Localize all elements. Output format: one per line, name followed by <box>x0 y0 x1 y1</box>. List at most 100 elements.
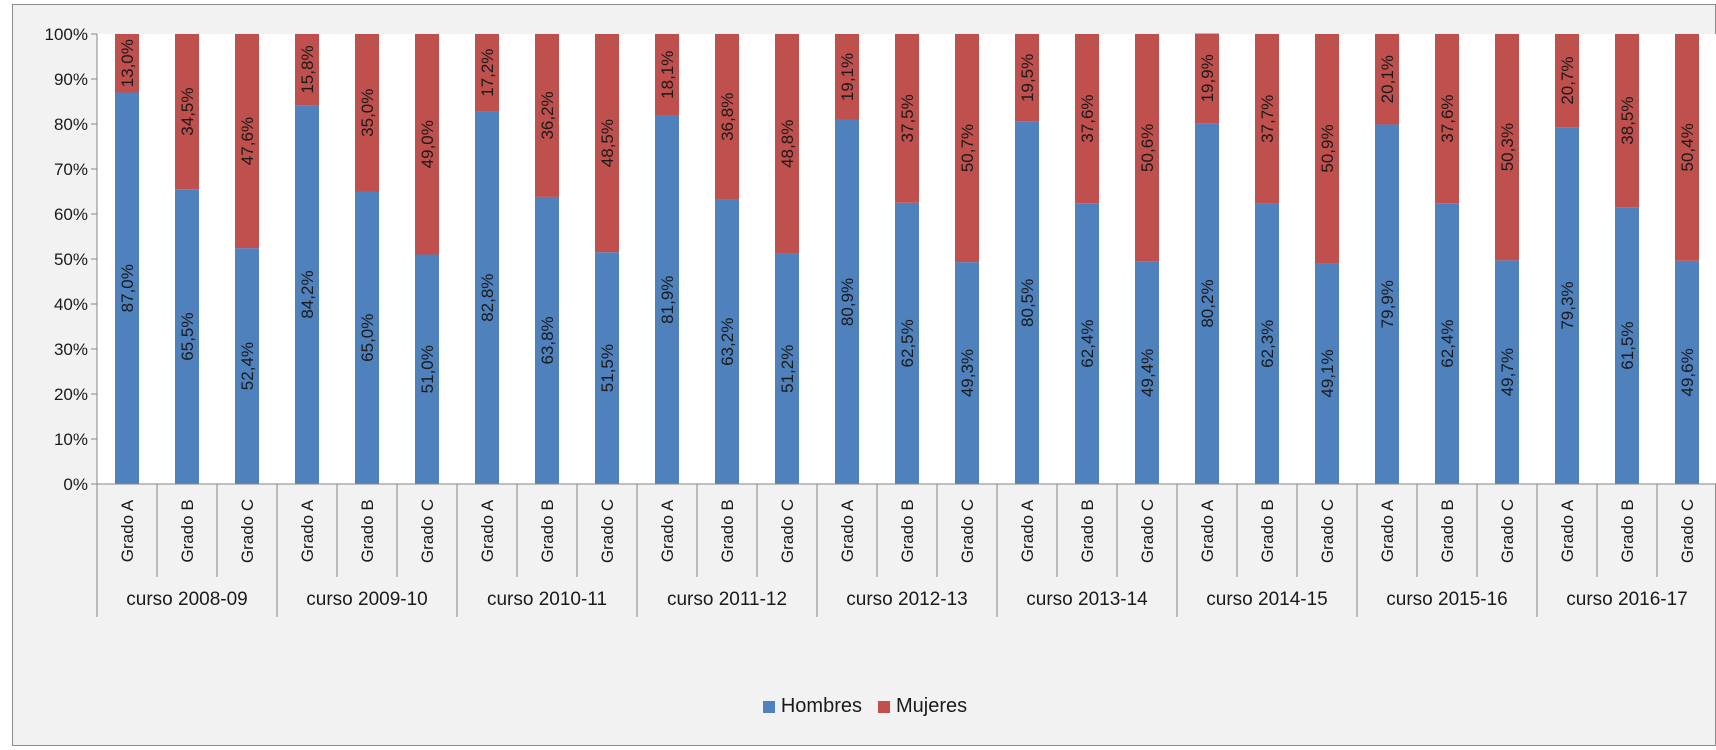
data-label-hombres: 79,3% <box>1558 281 1577 329</box>
y-tick-label: 80% <box>54 115 88 134</box>
bar-hombres <box>1375 124 1399 484</box>
data-label-mujeres: 50,6% <box>1138 124 1157 172</box>
data-label-hombres: 87,0% <box>118 264 137 312</box>
data-label-mujeres: 38,5% <box>1618 97 1637 145</box>
bar-hombres <box>1315 263 1339 484</box>
data-label-hombres: 82,8% <box>478 274 497 322</box>
x-group-label: curso 2013-14 <box>1026 589 1148 610</box>
x-category-label: Grado B <box>178 499 197 562</box>
bar-mujeres <box>1435 34 1459 204</box>
bar-mujeres <box>415 34 439 255</box>
legend-swatch-mujeres <box>878 700 890 713</box>
data-label-hombres: 62,3% <box>1258 320 1277 368</box>
data-label-hombres: 62,4% <box>1438 319 1457 367</box>
x-category-label: Grado B <box>718 499 737 562</box>
bar-hombres <box>1255 203 1279 484</box>
x-category-label: Grado B <box>1078 499 1097 562</box>
data-label-hombres: 79,9% <box>1378 280 1397 328</box>
data-label-mujeres: 20,1% <box>1378 55 1397 103</box>
x-category-label: Grado B <box>1258 499 1277 562</box>
x-category-label: Grado B <box>1618 499 1637 562</box>
bar-hombres <box>955 262 979 484</box>
bar-mujeres <box>1675 34 1699 261</box>
data-label-mujeres: 18,1% <box>658 51 677 99</box>
bar-hombres <box>655 115 679 484</box>
bar-mujeres <box>955 34 979 263</box>
bar-hombres <box>835 119 859 484</box>
bar-hombres <box>535 196 559 484</box>
bar-mujeres <box>1495 34 1519 261</box>
data-label-hombres: 81,9% <box>658 276 677 324</box>
x-category-label: Grado C <box>598 499 617 563</box>
x-group-label: curso 2010-11 <box>487 589 607 610</box>
data-label-mujeres: 50,9% <box>1318 124 1337 172</box>
data-label-hombres: 62,4% <box>1078 319 1097 367</box>
x-category-label: Grado B <box>538 499 557 562</box>
data-label-hombres: 84,2% <box>298 270 317 318</box>
bar-mujeres <box>475 34 499 112</box>
y-tick-label: 70% <box>54 160 88 179</box>
data-label-hombres: 49,4% <box>1138 349 1157 397</box>
bar-mujeres <box>1255 34 1279 204</box>
bar-mujeres <box>175 34 199 190</box>
x-category-label: Grado C <box>1138 499 1157 563</box>
data-label-hombres: 61,5% <box>1618 322 1637 370</box>
data-label-mujeres: 37,6% <box>1078 94 1097 142</box>
legend-item-hombres: Hombres <box>762 695 862 718</box>
bar-hombres <box>235 248 259 484</box>
x-group-label: curso 2012-13 <box>846 589 967 610</box>
legend-swatch-hombres <box>762 700 775 713</box>
data-label-mujeres: 47,6% <box>238 117 257 165</box>
y-tick-label: 30% <box>54 340 88 359</box>
data-label-hombres: 80,9% <box>838 278 857 326</box>
bar-mujeres <box>1555 34 1579 128</box>
bar-hombres <box>175 189 199 484</box>
data-label-hombres: 51,2% <box>778 345 797 393</box>
data-label-mujeres: 19,5% <box>1018 54 1037 102</box>
data-label-mujeres: 49,0% <box>418 120 437 168</box>
data-label-mujeres: 35,0% <box>358 89 377 137</box>
chart-frame: 0% 10% 20% 30% 40% 50% 60% 70% 80% 90% 100% 87,0% 13… <box>12 4 1716 746</box>
bar-hombres <box>895 202 919 484</box>
bar-hombres <box>1015 121 1039 484</box>
data-label-hombres: 51,0% <box>418 345 437 393</box>
bar-hombres <box>415 254 439 484</box>
legend: Hombres Mujeres <box>13 695 1716 718</box>
y-tick-label: 100% <box>45 25 88 44</box>
bar-hombres <box>355 191 379 484</box>
data-label-hombres: 49,1% <box>1318 349 1337 397</box>
data-label-mujeres: 48,5% <box>598 119 617 167</box>
x-category-label: Grado A <box>838 499 857 562</box>
data-label-mujeres: 37,5% <box>898 94 917 142</box>
x-category-label: Grado C <box>418 499 437 563</box>
x-category-label: Grado B <box>1438 499 1457 562</box>
x-group-label: curso 2009-10 <box>306 589 427 610</box>
x-category-label: Grado C <box>238 499 257 563</box>
y-tick-label: 10% <box>54 430 88 449</box>
bar-mujeres <box>715 34 739 200</box>
data-label-mujeres: 19,1% <box>838 53 857 101</box>
x-category-label: Grado B <box>358 499 377 562</box>
legend-item-mujeres: Mujeres <box>878 695 967 718</box>
x-group-label: curso 2016-17 <box>1566 589 1687 610</box>
data-label-hombres: 51,5% <box>598 344 617 392</box>
bar-mujeres <box>1135 34 1159 262</box>
bar-hombres <box>1075 203 1099 484</box>
stacked-bar-chart: 0% 10% 20% 30% 40% 50% 60% 70% 80% 90% 100% 87,0% 13… <box>45 25 1716 617</box>
data-label-mujeres: 17,2% <box>478 49 497 97</box>
y-tick-label: 20% <box>54 385 88 404</box>
bar-hombres <box>1555 127 1579 485</box>
x-group-label: curso 2011-12 <box>667 589 787 610</box>
x-category-label: Grado A <box>478 499 497 562</box>
data-label-hombres: 80,5% <box>1018 279 1037 327</box>
data-label-hombres: 65,5% <box>178 313 197 361</box>
x-category-label: Grado A <box>1198 499 1217 562</box>
data-label-mujeres: 19,9% <box>1198 54 1217 102</box>
data-label-hombres: 80,2% <box>1198 279 1217 327</box>
data-label-mujeres: 48,8% <box>778 120 797 168</box>
bar-mujeres <box>835 34 859 120</box>
x-category-label: Grado C <box>1498 499 1517 563</box>
data-label-mujeres: 50,7% <box>958 124 977 172</box>
x-category-label: Grado B <box>898 499 917 562</box>
x-category-label: Grado C <box>958 499 977 563</box>
